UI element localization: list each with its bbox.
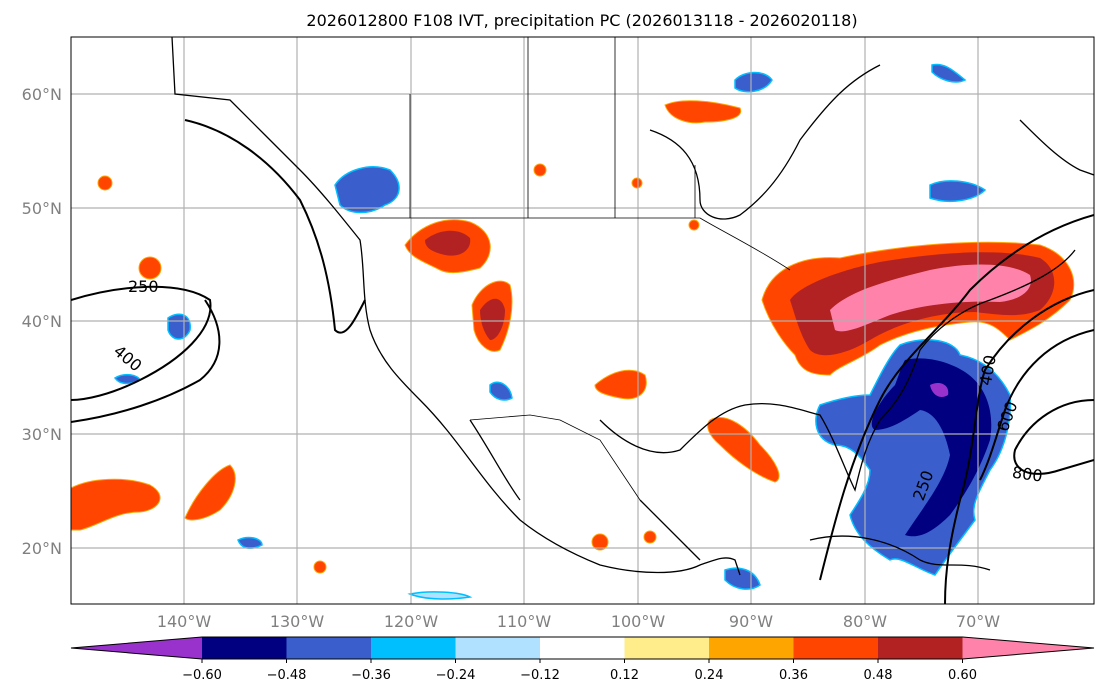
colorbar-extend-low	[71, 637, 202, 659]
lon-label: 100°W	[611, 612, 666, 631]
colorbar-segment	[878, 637, 963, 659]
colorbar-tick-label: −0.36	[351, 668, 391, 683]
colorbar-extend-high	[962, 637, 1094, 659]
plot-title: 2026012800 F108 IVT, precipitation PC (2…	[306, 11, 857, 30]
ivt-contours	[71, 119, 1094, 604]
lat-label: 30°N	[22, 425, 62, 444]
contour-label: 250	[128, 277, 159, 296]
bc-anomaly	[334, 166, 400, 214]
colorbar: −0.60 −0.48 −0.36 −0.24 −0.12 0.12 0.24 0.36 0.4…	[70, 636, 1095, 683]
positive-anomaly-regions	[71, 100, 1075, 574]
colorbar-segment	[286, 637, 372, 659]
lon-label: 120°W	[384, 612, 439, 631]
colorbar-tick-label: −0.48	[267, 668, 307, 683]
colorbar-tick-label: −0.24	[436, 668, 476, 683]
latitude-labels: 60°N 50°N 40°N 30°N 20°N	[22, 85, 62, 558]
colorbar-tick-label: −0.60	[182, 668, 222, 683]
pacific-anomaly-1	[71, 478, 161, 531]
colorbar-segment	[793, 637, 879, 659]
northeast-anomaly-peak	[830, 264, 1031, 332]
contour-label: 800	[1011, 463, 1044, 486]
colorbar-tick-label: 0.60	[948, 668, 977, 683]
lon-label: 90°W	[729, 612, 773, 631]
lon-label: 130°W	[270, 612, 325, 631]
colorbar-segment	[455, 637, 541, 659]
lon-label: 80°W	[843, 612, 887, 631]
lat-label: 20°N	[22, 539, 62, 558]
political-borders	[360, 37, 791, 501]
coastlines	[171, 37, 1094, 576]
pacific-anomaly-2	[184, 464, 236, 521]
longitude-labels: 140°W 130°W 120°W 110°W 100°W 90°W 80°W …	[157, 612, 1000, 631]
colorbar-tick-label: 0.48	[864, 668, 893, 683]
hudson-anomaly	[664, 100, 742, 124]
lat-label: 60°N	[22, 85, 62, 104]
colorbar-segment	[709, 637, 794, 659]
gridlines	[71, 37, 1094, 604]
map-panel: 250 400 400 600 800 250	[71, 37, 1094, 604]
colorbar-segment	[540, 637, 625, 659]
lon-label: 110°W	[497, 612, 552, 631]
colorbar-segment	[624, 637, 710, 659]
colorbar-segment	[371, 637, 456, 659]
lon-label: 70°W	[956, 612, 1000, 631]
colorbar-tick-label: 0.36	[779, 668, 808, 683]
colorbar-tick-label: −0.12	[520, 668, 560, 683]
colorbar-tick-label: 0.12	[610, 668, 639, 683]
texas-anomaly	[594, 369, 647, 400]
colorbar-segment	[202, 637, 287, 659]
lon-label: 140°W	[157, 612, 212, 631]
lat-label: 50°N	[22, 199, 62, 218]
lat-label: 40°N	[22, 312, 62, 331]
colorbar-tick-label: 0.24	[695, 668, 724, 683]
map-frame	[70, 36, 1095, 605]
